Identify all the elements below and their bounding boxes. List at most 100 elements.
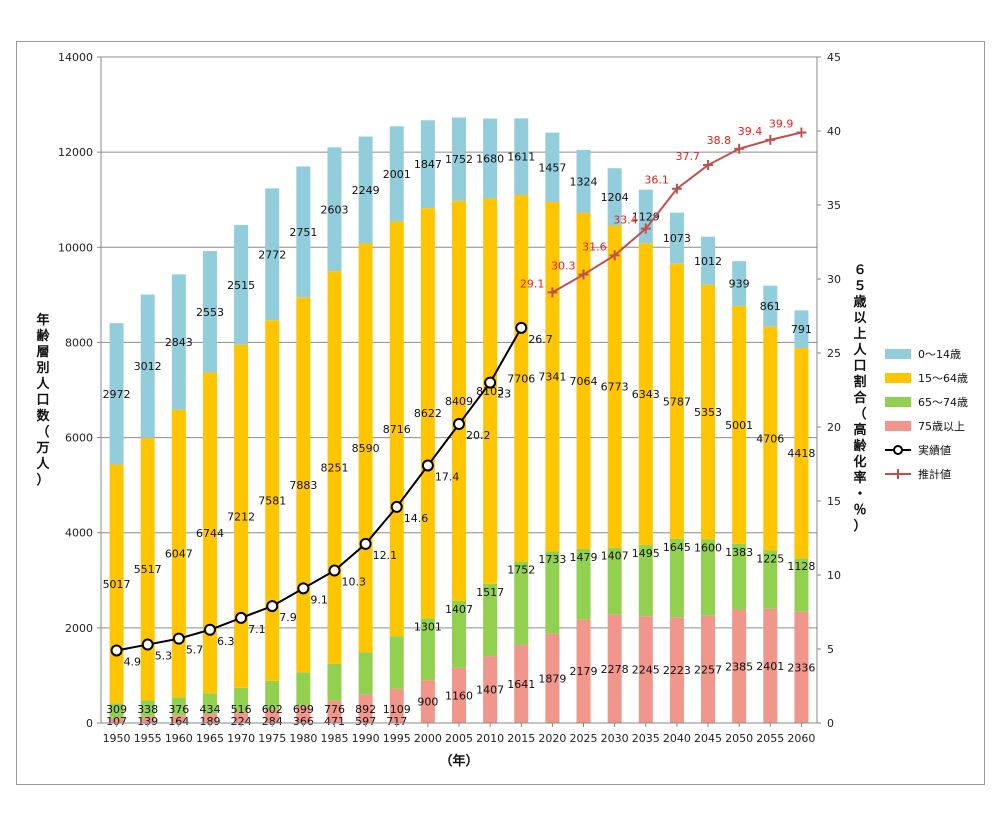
bar-value-label: 224	[231, 715, 252, 728]
bar-segment	[171, 409, 186, 698]
bar-segment	[234, 225, 249, 345]
legend-swatch	[885, 373, 911, 383]
bar-value-label: 1680	[476, 152, 504, 165]
bar-segment	[763, 326, 778, 551]
x-tick-label: 1960	[165, 732, 193, 745]
bar-value-label: 139	[137, 715, 158, 728]
bar-segment	[452, 117, 466, 201]
bar-value-label: 900	[417, 696, 438, 709]
line-value-label: 4.9	[124, 655, 142, 668]
line-value-label: 7.1	[248, 623, 266, 636]
bar-value-label: 7581	[258, 495, 286, 508]
y-right-tick-label: 25	[827, 347, 841, 360]
line-value-label: 14.6	[404, 512, 429, 525]
line-point	[297, 582, 310, 595]
line-point	[515, 321, 528, 334]
bars	[109, 117, 809, 723]
legend-label: 15〜64歳	[918, 372, 968, 385]
line-point	[203, 623, 216, 636]
bar-segment	[358, 136, 373, 244]
bar-value-label: 776	[324, 703, 345, 716]
legend-label: 推計値	[918, 467, 951, 481]
bar-segment	[638, 189, 653, 244]
bar-value-label: 366	[293, 715, 314, 728]
bar-value-label: 1109	[383, 703, 411, 716]
bar-segment	[701, 539, 716, 616]
bar-segment	[794, 310, 809, 349]
y-right-tick-label: 20	[827, 421, 841, 434]
bar-value-label: 1012	[694, 255, 722, 268]
bar-value-label: 6773	[601, 381, 629, 394]
x-tick-label: 2025	[570, 732, 598, 745]
bar-value-label: 5001	[725, 419, 753, 432]
bar-value-label: 5787	[663, 395, 691, 408]
bar-segment	[732, 305, 747, 544]
x-tick-label: 2010	[476, 732, 504, 745]
line-value-label: 9.1	[310, 593, 328, 606]
bar-value-label: 1407	[601, 550, 629, 563]
bar-value-label: 2401	[756, 660, 784, 673]
bar-segment	[109, 464, 124, 704]
bar-segment	[763, 285, 778, 327]
x-tick-label: 1995	[383, 732, 411, 745]
bar-value-label: 1611	[507, 151, 535, 164]
bar-segment	[265, 709, 280, 723]
bar-value-label: 1407	[476, 684, 504, 697]
line-value-label: 6.3	[217, 635, 235, 648]
bar-segment	[296, 166, 311, 298]
chart-frame: 107 309 5017 2972 139 338 5517 3012 164 376 6047 28…	[16, 41, 985, 785]
bar-value-label: 2001	[383, 168, 411, 181]
legend-marker	[893, 445, 903, 455]
bar-value-label: 5517	[134, 563, 162, 576]
bar-value-label: 3012	[134, 360, 162, 373]
bar-segment	[109, 703, 124, 718]
bar-segment	[514, 561, 529, 645]
bar-segment	[109, 717, 124, 723]
bar-segment	[109, 323, 124, 465]
bar-value-label: 1517	[476, 586, 504, 599]
bar-segment	[638, 243, 653, 546]
bar-value-label: 8716	[383, 423, 411, 436]
line-point	[328, 564, 341, 577]
bar-value-label: 2249	[352, 184, 380, 197]
ratio-lines: 4.9 5.3 5.7 6.3 7.1 7.9 9.1 10.3 12.1 14.6 17.4 20.…	[110, 117, 807, 668]
x-tick-label: 1990	[352, 732, 380, 745]
line-value-label: 5.7	[186, 644, 204, 657]
bar-value-label: 1641	[507, 678, 535, 691]
bar-value-label: 8103	[476, 385, 504, 398]
bar-value-label: 5017	[103, 578, 131, 591]
line-value-label: 12.1	[373, 549, 398, 562]
bar-value-label: 5353	[694, 406, 722, 419]
legend-label: 75歳以上	[918, 420, 965, 433]
line-value-label: 37.7	[676, 150, 701, 163]
x-tick-label: 2055	[756, 732, 784, 745]
bar-segment	[794, 348, 809, 559]
bar-segment	[389, 126, 404, 222]
bar-value-label: 2515	[227, 279, 255, 292]
bar-segment	[545, 633, 560, 723]
bar-value-label: 939	[729, 278, 750, 291]
bar-segment	[358, 243, 373, 653]
bar-value-label: 717	[386, 715, 407, 728]
bar-value-label: 4418	[787, 447, 815, 460]
bar-value-label: 6343	[632, 388, 660, 401]
bar-value-label: 1225	[756, 553, 784, 566]
line-value-label: 39.9	[769, 117, 794, 130]
bar-value-label: 1752	[507, 564, 535, 577]
bar-segment	[576, 619, 591, 723]
line-point	[110, 644, 123, 657]
y-right-tick-label: 45	[827, 51, 841, 64]
bar-segment	[669, 538, 684, 618]
bar-segment	[545, 132, 560, 202]
line-point	[484, 376, 497, 389]
x-tick-label: 2030	[601, 732, 629, 745]
bar-segment	[358, 694, 373, 723]
line-point	[671, 183, 682, 194]
bar-value-label: 6047	[165, 547, 193, 560]
bar-value-label: 1160	[445, 689, 473, 702]
x-tick-label: 2005	[445, 732, 473, 745]
bar-value-label: 1479	[570, 551, 598, 564]
bar-value-label: 892	[355, 703, 376, 716]
bar-segment	[452, 600, 466, 668]
line-point	[421, 459, 434, 472]
